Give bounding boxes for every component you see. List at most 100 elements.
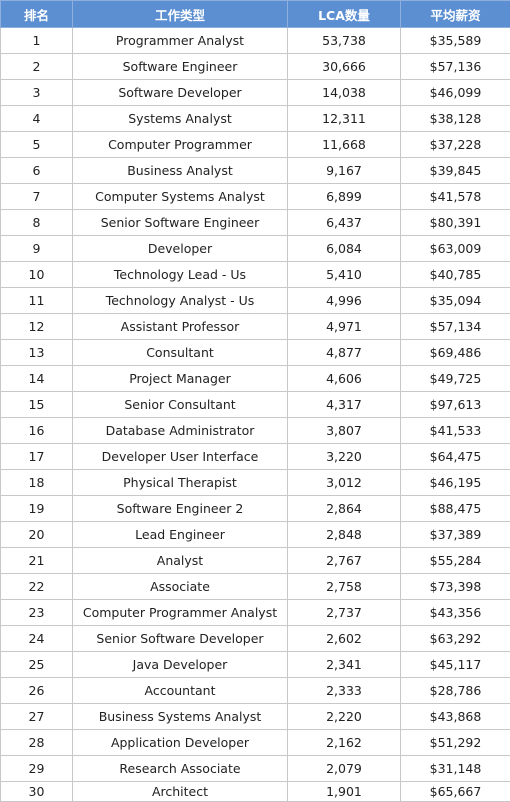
header-cell: LCA数量	[288, 1, 401, 28]
lca-count-cell: 14,038	[288, 80, 401, 106]
rank-cell: 18	[1, 470, 73, 496]
job-type-cell: Application Developer	[73, 730, 288, 756]
job-type-cell: Consultant	[73, 340, 288, 366]
avg-salary-cell: $37,228	[401, 132, 510, 158]
avg-salary-cell: $97,613	[401, 392, 510, 418]
job-type-cell: Associate	[73, 574, 288, 600]
lca-count-cell: 6,899	[288, 184, 401, 210]
avg-salary-cell: $46,195	[401, 470, 510, 496]
lca-count-cell: 9,167	[288, 158, 401, 184]
avg-salary-cell: $55,284	[401, 548, 510, 574]
job-type-cell: Software Engineer	[73, 54, 288, 80]
avg-salary-cell: $63,292	[401, 626, 510, 652]
rank-cell: 30	[1, 782, 73, 802]
job-type-cell: Analyst	[73, 548, 288, 574]
lca-count-cell: 4,317	[288, 392, 401, 418]
avg-salary-cell: $45,117	[401, 652, 510, 678]
header-cell: 平均薪资	[401, 1, 510, 28]
job-type-cell: Computer Programmer	[73, 132, 288, 158]
avg-salary-cell: $57,134	[401, 314, 510, 340]
job-type-cell: Programmer Analyst	[73, 28, 288, 54]
job-type-cell: Software Developer	[73, 80, 288, 106]
header-cell: 排名	[1, 1, 73, 28]
avg-salary-cell: $80,391	[401, 210, 510, 236]
lca-count-cell: 4,971	[288, 314, 401, 340]
avg-salary-cell: $46,099	[401, 80, 510, 106]
job-type-cell: Developer User Interface	[73, 444, 288, 470]
job-type-cell: Database Administrator	[73, 418, 288, 444]
avg-salary-cell: $37,389	[401, 522, 510, 548]
rank-cell: 27	[1, 704, 73, 730]
lca-count-cell: 6,084	[288, 236, 401, 262]
avg-salary-cell: $40,785	[401, 262, 510, 288]
rank-cell: 16	[1, 418, 73, 444]
job-type-cell: Research Associate	[73, 756, 288, 782]
rank-cell: 5	[1, 132, 73, 158]
rank-cell: 3	[1, 80, 73, 106]
lca-count-cell: 2,848	[288, 522, 401, 548]
rank-cell: 15	[1, 392, 73, 418]
lca-count-cell: 2,767	[288, 548, 401, 574]
lca-count-cell: 2,864	[288, 496, 401, 522]
job-type-cell: Technology Analyst - Us	[73, 288, 288, 314]
job-type-cell: Computer Systems Analyst	[73, 184, 288, 210]
rank-cell: 23	[1, 600, 73, 626]
lca-count-cell: 3,807	[288, 418, 401, 444]
job-type-cell: Computer Programmer Analyst	[73, 600, 288, 626]
lca-count-cell: 2,341	[288, 652, 401, 678]
job-type-cell: Lead Engineer	[73, 522, 288, 548]
job-type-cell: Developer	[73, 236, 288, 262]
lca-count-cell: 30,666	[288, 54, 401, 80]
rank-cell: 12	[1, 314, 73, 340]
avg-salary-cell: $41,578	[401, 184, 510, 210]
avg-salary-cell: $73,398	[401, 574, 510, 600]
lca-count-cell: 6,437	[288, 210, 401, 236]
avg-salary-cell: $39,845	[401, 158, 510, 184]
avg-salary-cell: $43,356	[401, 600, 510, 626]
rank-cell: 26	[1, 678, 73, 704]
lca-count-cell: 2,758	[288, 574, 401, 600]
rank-cell: 4	[1, 106, 73, 132]
avg-salary-cell: $28,786	[401, 678, 510, 704]
lca-count-cell: 4,996	[288, 288, 401, 314]
job-type-cell: Senior Software Developer	[73, 626, 288, 652]
lca-count-cell: 12,311	[288, 106, 401, 132]
lca-count-cell: 2,220	[288, 704, 401, 730]
avg-salary-cell: $65,667	[401, 782, 510, 802]
lca-count-cell: 4,877	[288, 340, 401, 366]
rank-cell: 2	[1, 54, 73, 80]
job-type-cell: Technology Lead - Us	[73, 262, 288, 288]
avg-salary-cell: $63,009	[401, 236, 510, 262]
rank-cell: 14	[1, 366, 73, 392]
rank-cell: 11	[1, 288, 73, 314]
job-type-cell: Java Developer	[73, 652, 288, 678]
lca-count-cell: 1,901	[288, 782, 401, 802]
rank-cell: 1	[1, 28, 73, 54]
job-type-cell: Senior Software Engineer	[73, 210, 288, 236]
